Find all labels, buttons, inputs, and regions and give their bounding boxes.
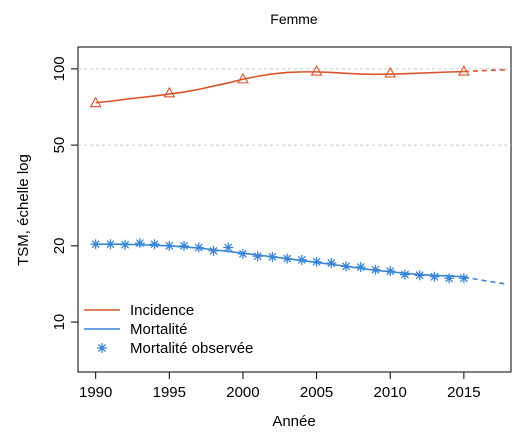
star-marker — [223, 242, 234, 253]
star-marker — [149, 239, 160, 250]
x-tick-label: 2015 — [447, 384, 480, 401]
triangle-marker — [310, 64, 323, 76]
star-marker — [193, 242, 204, 253]
projection-line — [463, 68, 509, 73]
triangle-marker — [384, 66, 397, 78]
star-marker — [120, 239, 131, 250]
star-marker — [414, 270, 425, 281]
y-axis-label: TSM, échelle log — [15, 154, 32, 266]
x-tick-label: 1990 — [79, 384, 112, 401]
legend-label: Mortalité — [130, 321, 188, 338]
star-marker — [458, 273, 469, 284]
x-tick-label: 2005 — [300, 384, 333, 401]
series-line — [95, 243, 464, 278]
star-marker — [311, 256, 322, 267]
star-marker — [399, 269, 410, 280]
triangle-marker — [457, 64, 470, 76]
star-marker — [134, 238, 145, 249]
y-tick-label: 10 — [51, 314, 68, 331]
star-marker — [296, 254, 307, 265]
legend-label: Incidence — [130, 302, 194, 319]
x-tick-label: 2000 — [226, 384, 259, 401]
star-marker — [444, 273, 455, 284]
star-marker — [237, 248, 248, 259]
y-tick-label: 100 — [51, 56, 68, 81]
star-marker — [429, 271, 440, 282]
x-tick-label: 1995 — [153, 384, 186, 401]
x-axis-label: Année — [272, 413, 315, 430]
star-marker — [355, 261, 366, 272]
star-marker — [252, 251, 263, 262]
triangle-marker — [89, 96, 102, 108]
y-tick-label: 20 — [51, 237, 68, 254]
legend-marker — [97, 343, 107, 353]
x-tick-label: 2010 — [374, 384, 407, 401]
star-marker — [179, 240, 190, 251]
star-marker — [385, 266, 396, 277]
star-marker — [105, 239, 116, 250]
legend-label: Mortalité observée — [130, 340, 253, 357]
star-marker — [164, 240, 175, 251]
plot-frame — [77, 46, 512, 373]
projection-line — [463, 275, 509, 286]
star-marker — [341, 261, 352, 272]
triangle-marker — [163, 86, 176, 98]
star-marker — [282, 253, 293, 264]
triangle-marker — [237, 72, 249, 84]
chart-title: Femme — [270, 11, 318, 27]
series-line — [95, 70, 464, 104]
star-marker — [267, 251, 278, 262]
star-marker — [326, 258, 337, 269]
star-marker — [90, 239, 101, 250]
star-marker — [370, 264, 381, 275]
star-marker — [208, 245, 219, 256]
y-tick-label: 50 — [51, 137, 68, 154]
